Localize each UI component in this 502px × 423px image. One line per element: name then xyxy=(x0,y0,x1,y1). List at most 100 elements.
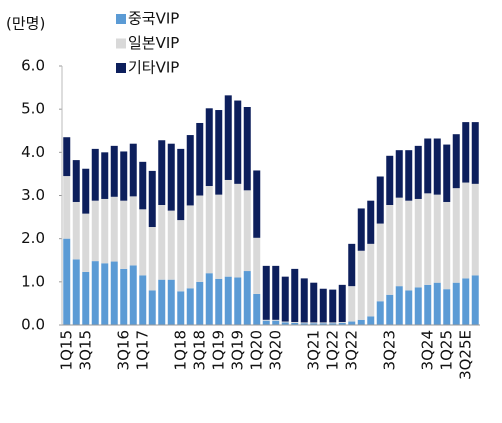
bar-segment xyxy=(310,282,318,323)
bar-segment xyxy=(101,152,109,199)
bar-segment xyxy=(91,200,99,262)
bar-segment xyxy=(376,176,384,224)
bar-segment xyxy=(101,198,109,264)
legend-label: 중국VIP xyxy=(128,10,179,28)
bar-segment xyxy=(148,170,156,228)
bar-segment xyxy=(167,210,175,280)
bar-segment xyxy=(139,209,147,276)
bar-segment xyxy=(386,204,394,295)
bar-segment xyxy=(291,268,299,322)
bar-segment xyxy=(262,320,270,325)
bar-segment xyxy=(82,271,90,325)
legend-swatch xyxy=(116,63,126,73)
bar-segment xyxy=(414,145,422,199)
bar-segment xyxy=(196,195,204,282)
bar-segment xyxy=(405,150,413,201)
bar-segment xyxy=(367,243,375,317)
bar-segment xyxy=(433,138,441,195)
bar-segment xyxy=(471,183,479,276)
x-tick-label: 1Q18 xyxy=(171,330,189,370)
y-tick-label: 3.0 xyxy=(21,186,45,204)
y-tick-label: 0.0 xyxy=(21,316,45,334)
bar-segment xyxy=(471,275,479,325)
bar-segment xyxy=(395,150,403,198)
bar-segment xyxy=(148,290,156,325)
bar-segment xyxy=(167,279,175,325)
x-tick-label: 1Q19 xyxy=(209,330,227,370)
bar-segment xyxy=(319,322,327,324)
bar-segment xyxy=(414,198,422,288)
x-tick-label: 3Q15 xyxy=(76,330,94,370)
bar-segment xyxy=(272,319,280,321)
bar-segment xyxy=(348,286,356,322)
y-tick-label: 2.0 xyxy=(21,229,45,247)
bar-segment xyxy=(367,200,375,244)
bar-segment xyxy=(405,290,413,325)
bar-segment xyxy=(72,201,80,260)
bar-segment xyxy=(281,322,289,325)
bar-segment xyxy=(91,148,99,201)
bar-segment xyxy=(443,201,451,290)
legend-label: 기타VIP xyxy=(128,59,179,77)
bar-segment xyxy=(196,281,204,325)
bar-segment xyxy=(367,316,375,325)
bar-segment xyxy=(452,188,460,283)
bar-segment xyxy=(291,322,299,325)
bar-segment xyxy=(433,194,441,283)
bar-segment xyxy=(338,321,346,323)
y-tick-label: 1.0 xyxy=(21,272,45,290)
bar-segment xyxy=(443,144,451,202)
bar-segment xyxy=(424,138,432,194)
bar-segment xyxy=(186,135,194,206)
bar-segment xyxy=(224,276,232,325)
bar-segment xyxy=(205,108,213,187)
bar-segment xyxy=(291,321,299,323)
bar-segment xyxy=(310,323,318,325)
bar-segment xyxy=(224,179,232,277)
bar-segment xyxy=(177,220,185,292)
x-tick-label: 3Q21 xyxy=(304,330,322,370)
bar-segment xyxy=(215,194,223,279)
bar-segment xyxy=(300,322,308,324)
bar-segment xyxy=(452,282,460,325)
bar-segment xyxy=(281,321,289,323)
bar-segment xyxy=(63,238,71,325)
bar-segment xyxy=(452,134,460,189)
bar-segment xyxy=(101,263,109,325)
bar-segment xyxy=(139,275,147,325)
bar-segment xyxy=(471,122,479,184)
bar-segment xyxy=(205,273,213,325)
bar-segment xyxy=(329,289,337,323)
legend-swatch xyxy=(116,14,126,24)
bar-segment xyxy=(253,170,261,238)
bar-segment xyxy=(300,278,308,323)
bar-segment xyxy=(253,237,261,294)
bar-segment xyxy=(158,140,166,205)
x-tick-label: 1Q20 xyxy=(247,330,265,370)
bar-segment xyxy=(243,190,251,272)
bar-segment xyxy=(329,323,337,325)
bar-segment xyxy=(196,122,204,196)
bar-segment xyxy=(129,265,137,325)
bar-segment xyxy=(177,291,185,325)
bar-segment xyxy=(243,271,251,325)
bar-segment xyxy=(281,276,289,322)
bar-segment xyxy=(357,250,365,320)
bar-segment xyxy=(348,243,356,287)
legend-label: 일본VIP xyxy=(128,34,179,52)
bar-segment xyxy=(110,145,118,197)
x-tick-label: 1Q25 xyxy=(437,330,455,370)
bar-segment xyxy=(177,148,185,221)
bar-segment xyxy=(395,286,403,325)
bar-segment xyxy=(110,196,118,262)
bar-segment xyxy=(386,294,394,325)
bar-segment xyxy=(234,277,242,325)
bar-segment xyxy=(272,320,280,325)
bar-segment xyxy=(357,319,365,325)
bar-segment xyxy=(243,107,251,191)
y-tick-label: 6.0 xyxy=(21,57,45,75)
bar-segment xyxy=(110,261,118,325)
bar-segment xyxy=(82,213,90,272)
